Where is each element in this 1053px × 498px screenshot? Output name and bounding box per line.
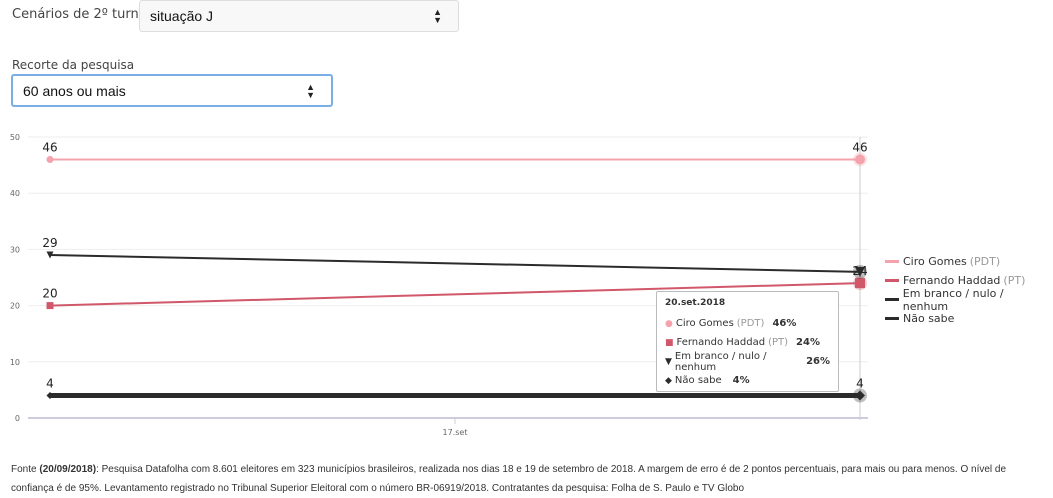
select-arrows-icon: ▲ ▼ [433,7,442,25]
data-label: 29 [42,236,57,250]
series-marker-icon: ▼ [665,356,672,367]
series-line [49,282,861,307]
data-label: 46 [42,140,57,154]
tooltip-row: ◆ Não sabe 4% [665,375,750,386]
data-point [855,154,865,165]
data-point [855,266,865,277]
cut-value: 60 anos ou mais [23,82,126,99]
legend-item[interactable]: Fernando Haddad (PT) [885,271,1053,290]
cut-label: Recorte da pesquisa [12,58,135,72]
y-tick-label: 40 [10,189,20,198]
data-point [46,302,54,310]
series-marker-icon: ◆ [665,375,672,386]
data-label: 46 [852,140,867,154]
tooltip-row: ● Ciro Gomes (PDT) 46% [665,318,797,329]
y-tick-label: 0 [15,414,20,423]
tooltip-row: ■ Fernando Haddad (PT) 24% [665,337,820,348]
legend-swatch-icon [885,317,899,320]
y-tick-label: 50 [10,133,20,142]
series-marker-icon: ● [665,318,673,329]
data-label: 20 [42,287,57,301]
x-tick-label: 17.set [443,428,468,437]
tooltip: 20.set.2018 ● Ciro Gomes (PDT) 46% ■ Fernando… [656,291,839,392]
series-line [49,254,861,273]
tooltip-row: ▼ Em branco / nulo / nenhum 26% [665,350,830,373]
legend-swatch-icon [885,279,899,282]
y-tick-label: 20 [10,302,20,311]
y-tick-label: 30 [10,245,20,254]
legend-item[interactable]: Não sabe [885,309,1053,328]
series-marker-icon: ■ [665,337,674,348]
legend: Ciro Gomes (PDT) Fernando Haddad (PT) Em bra… [885,252,1053,328]
data-point [46,155,54,163]
data-point [46,251,54,259]
tooltip-date: 20.set.2018 [665,298,726,308]
data-label: 4 [856,377,864,391]
data-point [855,390,865,401]
scenario-label: Cenários de 2º turno: [12,7,152,22]
footer-source: Fonte (20/09/2018): Pesquisa Datafolha c… [11,464,1007,494]
cut-select[interactable]: 60 anos ou mais ▲ ▼ [11,74,333,107]
legend-swatch-icon [885,298,899,301]
data-point [855,278,865,289]
data-label: 4 [46,377,54,391]
legend-item[interactable]: Em branco / nulo / nenhum [885,287,1053,313]
select-arrows-icon: ▲ ▼ [306,81,315,100]
legend-swatch-icon [885,260,899,263]
data-point [46,392,54,400]
y-tick-label: 10 [10,358,20,367]
scenario-value: situação J [150,8,214,24]
scenario-select[interactable]: situação J ▲ ▼ [139,0,459,32]
legend-item[interactable]: Ciro Gomes (PDT) [885,252,1053,271]
